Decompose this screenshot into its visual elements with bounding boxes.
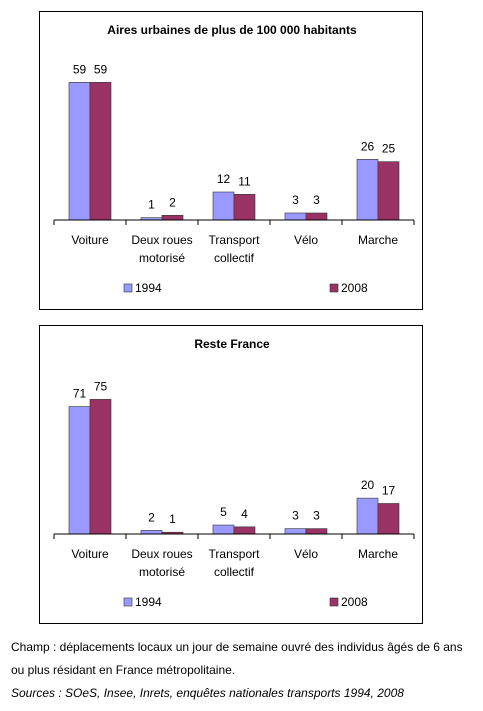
data-label-1994-3: 3 (292, 509, 299, 523)
data-label-1994-3: 3 (292, 193, 299, 207)
category-label: Vélo (294, 233, 318, 247)
legend-swatch-2008 (329, 597, 339, 607)
bar-2008-2 (233, 526, 256, 535)
legend-label-2008: 2008 (341, 281, 368, 295)
bar-2008-0 (89, 82, 112, 221)
chart-title: Aires urbaines de plus de 100 000 habita… (107, 23, 357, 37)
bar-2008-3 (305, 528, 328, 535)
data-label-2008-1: 2 (169, 195, 176, 209)
legend-swatch-1994 (123, 597, 133, 607)
category-label: Voiture (71, 547, 109, 561)
legend-label-2008: 2008 (341, 595, 368, 609)
bar-1994-3 (284, 528, 307, 535)
chart-title: Reste France (194, 337, 270, 351)
data-label-2008-2: 11 (238, 174, 251, 188)
category-label: motorisé (139, 251, 185, 265)
bar-1994-4 (356, 497, 379, 535)
legend-swatch-2008 (329, 283, 339, 293)
category-label: Vélo (294, 547, 318, 561)
category-label: Voiture (71, 233, 109, 247)
data-label-1994-2: 12 (217, 172, 231, 186)
bar-2008-2 (233, 194, 256, 221)
sources-note: Sources : SOeS, Insee, Inrets, enquêtes … (11, 686, 404, 700)
data-label-2008-0: 75 (94, 379, 108, 393)
data-label-2008-4: 25 (382, 142, 396, 156)
bar-2008-1 (161, 215, 184, 221)
data-label-2008-1: 1 (169, 512, 176, 526)
data-label-2008-3: 3 (313, 193, 320, 207)
chart-notes: Champ : déplacements locaux un jour de s… (11, 636, 479, 705)
bar-1994-2 (212, 191, 235, 221)
data-label-1994-0: 59 (73, 62, 87, 76)
category-label: Transport (209, 547, 261, 561)
bar-1994-3 (284, 212, 307, 221)
data-label-2008-2: 4 (241, 507, 248, 521)
data-label-1994-2: 5 (220, 505, 227, 519)
data-label-2008-0: 59 (94, 62, 108, 76)
bar-1994-2 (212, 524, 235, 535)
chart-panel-urban: Aires urbaines de plus de 100 000 habita… (39, 11, 423, 310)
data-label-1994-0: 71 (73, 387, 87, 401)
champ-note: Champ : déplacements locaux un jour de s… (11, 640, 463, 677)
category-label: Deux roues (131, 547, 192, 561)
bar-2008-4 (377, 503, 400, 535)
category-label: motorisé (139, 565, 185, 579)
data-label-1994-4: 26 (361, 139, 375, 153)
data-label-2008-3: 3 (313, 509, 320, 523)
category-label: Transport (209, 233, 261, 247)
bar-2008-4 (377, 161, 400, 221)
data-label-1994-4: 20 (361, 478, 375, 492)
bar-2008-3 (305, 212, 328, 221)
chart-panel-rest-france: Reste France 71 2 5 3 20 75 1 4 3 17 Voiture Deux ro… (39, 325, 423, 624)
category-label: Marche (358, 233, 398, 247)
category-label: collectif (214, 251, 255, 265)
bar-1994-0 (68, 82, 91, 221)
category-label: Marche (358, 547, 398, 561)
legend-label-1994: 1994 (135, 595, 162, 609)
category-label: Deux roues (131, 233, 192, 247)
bar-1994-0 (68, 406, 91, 535)
category-label: collectif (214, 565, 255, 579)
chart-urban-svg: Aires urbaines de plus de 100 000 habita… (53, 23, 415, 295)
bar-2008-0 (89, 399, 112, 535)
data-label-1994-1: 2 (148, 510, 155, 524)
legend-label-1994: 1994 (135, 281, 162, 295)
data-label-2008-4: 17 (382, 483, 396, 497)
bar-1994-4 (356, 159, 379, 221)
chart-rest-france-svg: Reste France 71 2 5 3 20 75 1 4 3 17 Voiture Deux ro… (53, 337, 415, 609)
data-label-1994-1: 1 (148, 198, 155, 212)
bar-1994-1 (140, 530, 163, 535)
legend-swatch-1994 (123, 283, 133, 293)
